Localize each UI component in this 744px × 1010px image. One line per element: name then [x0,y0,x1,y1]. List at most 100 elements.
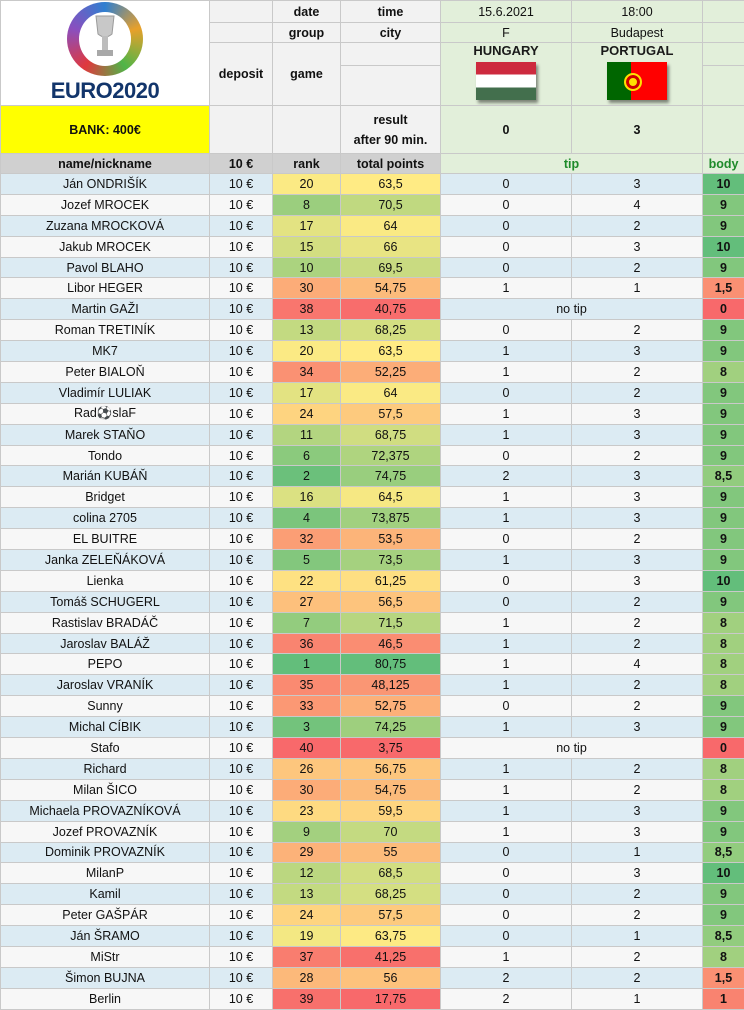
total-points-cell: 71,5 [341,612,441,633]
total-points-cell: 3,75 [341,738,441,759]
rank-cell: 6 [273,445,341,466]
tip-home-cell: 0 [441,926,572,947]
tip-away-cell: 2 [572,320,703,341]
deposit-cell: 10 € [210,320,273,341]
tip-home-cell: 1 [441,675,572,696]
total-points-cell: 46,5 [341,633,441,654]
deposit-cell: 10 € [210,863,273,884]
bank-total: BANK: 400€ [1,106,210,154]
result-sublabel: after 90 min. [341,130,440,150]
tip-away-cell: 2 [572,675,703,696]
total-points-cell: 73,875 [341,508,441,529]
points-cell: 9 [703,821,744,842]
home-team-name: HUNGARY [441,43,571,58]
tip-home-cell: 1 [441,278,572,299]
tip-away-cell: 2 [572,529,703,550]
tip-away-cell: 2 [572,382,703,403]
points-cell: 9 [703,403,744,424]
tip-away-cell: 3 [572,508,703,529]
column-header-deposit: 10 € [210,154,273,174]
player-name: Janka ZELEŇÁKOVÁ [1,550,210,571]
rank-cell: 5 [273,550,341,571]
rank-cell: 34 [273,362,341,383]
time-value: 18:00 [572,1,703,23]
rank-cell: 12 [273,863,341,884]
tip-away-cell: 4 [572,194,703,215]
home-score: 0 [441,106,572,154]
rank-cell: 13 [273,884,341,905]
player-name: Libor HEGER [1,278,210,299]
points-cell: 9 [703,529,744,550]
tip-home-cell: 0 [441,905,572,926]
total-points-cell: 56 [341,967,441,988]
deposit-cell: 10 € [210,257,273,278]
tip-home-cell: 1 [441,612,572,633]
total-points-cell: 73,5 [341,550,441,571]
rank-cell: 36 [273,633,341,654]
tip-home-cell: 1 [441,717,572,738]
trophy-icon [92,14,118,60]
deposit-cell: 10 € [210,612,273,633]
tip-home-cell: 0 [441,320,572,341]
deposit-cell: 10 € [210,508,273,529]
rank-cell: 4 [273,508,341,529]
result-label: result [341,110,440,130]
rank-cell: 17 [273,215,341,236]
total-points-cell: 55 [341,842,441,863]
total-points-cell: 68,25 [341,884,441,905]
tip-away-cell: 2 [572,758,703,779]
points-cell: 9 [703,487,744,508]
tip-away-cell: 2 [572,215,703,236]
points-cell: 8 [703,758,744,779]
player-name: Peter BIALOŇ [1,362,210,383]
deposit-cell: 10 € [210,738,273,759]
portugal-flag-icon [607,62,667,100]
points-cell: 8,5 [703,466,744,487]
total-points-cell: 74,75 [341,466,441,487]
player-name: Jaroslav VRANÍK [1,675,210,696]
points-cell: 9 [703,550,744,571]
total-points-cell: 74,25 [341,717,441,738]
points-cell: 10 [703,570,744,591]
tip-away-cell: 2 [572,257,703,278]
player-name: Kamil [1,884,210,905]
deposit-cell: 10 € [210,696,273,717]
points-cell: 8 [703,633,744,654]
tip-away-cell: 3 [572,236,703,257]
deposit-cell: 10 € [210,842,273,863]
rank-cell: 24 [273,905,341,926]
deposit-cell: 10 € [210,215,273,236]
group-label: group [273,23,341,43]
deposit-cell: 10 € [210,905,273,926]
rank-cell: 32 [273,529,341,550]
deposit-cell: 10 € [210,988,273,1009]
tip-away-cell: 1 [572,988,703,1009]
total-points-cell: 69,5 [341,257,441,278]
player-name: Bridget [1,487,210,508]
tip-home-cell: 1 [441,800,572,821]
euro2020-logo: EURO2020 [1,1,210,106]
column-header-total: total points [341,154,441,174]
deposit-cell: 10 € [210,529,273,550]
deposit-cell: 10 € [210,717,273,738]
rank-cell: 39 [273,988,341,1009]
total-points-cell: 63,75 [341,926,441,947]
tip-home-cell: 2 [441,988,572,1009]
points-cell: 10 [703,863,744,884]
tip-away-cell: 3 [572,487,703,508]
points-cell: 9 [703,884,744,905]
total-points-cell: 66 [341,236,441,257]
tip-away-cell: 2 [572,612,703,633]
rank-cell: 33 [273,696,341,717]
tip-away-cell: 3 [572,424,703,445]
